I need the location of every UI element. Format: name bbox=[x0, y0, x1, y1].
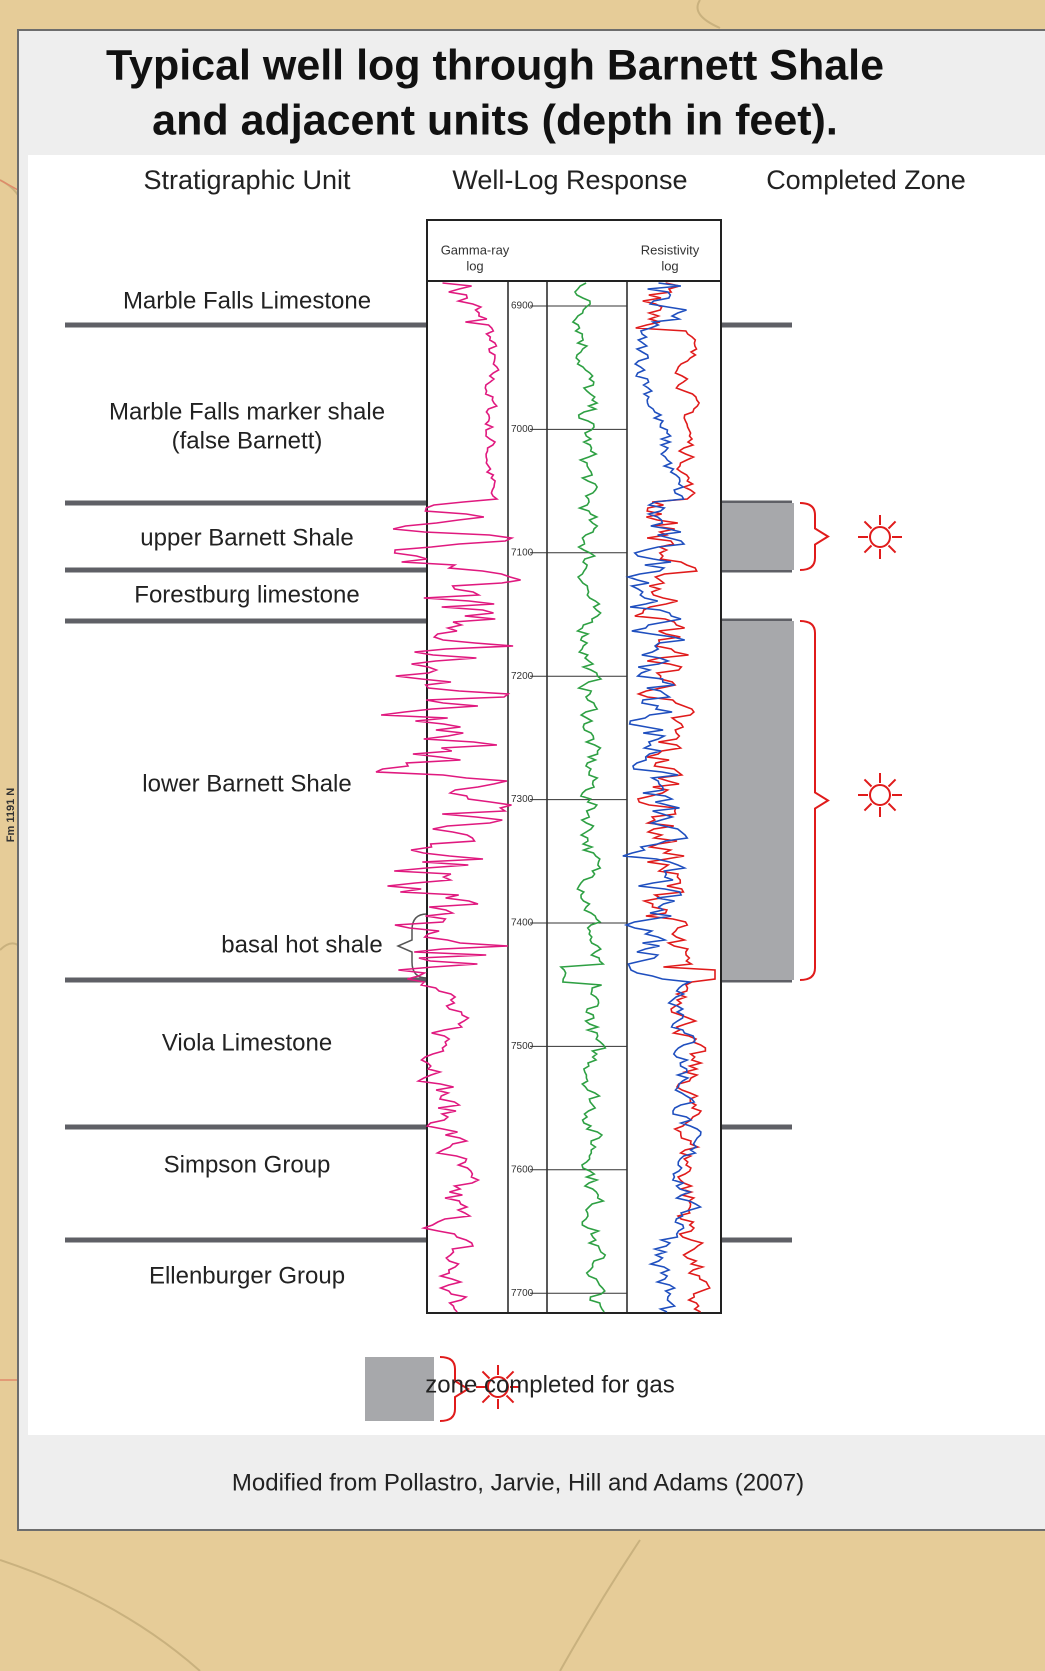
legend-swatch bbox=[365, 1357, 434, 1421]
unit-label: Ellenburger Group bbox=[149, 1262, 345, 1289]
completed-zone bbox=[722, 621, 794, 980]
basal-note: basal hot shale bbox=[221, 931, 382, 958]
unit-label: Simpson Group bbox=[164, 1151, 331, 1178]
gas-symbol bbox=[869, 784, 891, 806]
depth-label: 7100 bbox=[511, 547, 534, 558]
log-header: log bbox=[661, 258, 678, 273]
gas-symbol-ray bbox=[481, 1370, 491, 1380]
depth-label: 7700 bbox=[511, 1288, 534, 1299]
depth-label: 7200 bbox=[511, 671, 534, 682]
gas-symbol-ray bbox=[863, 778, 873, 788]
title: and adjacent units (depth in feet). bbox=[152, 96, 838, 144]
depth-label: 7400 bbox=[511, 918, 534, 929]
zone-bracket bbox=[799, 620, 830, 981]
gas-symbol-ray bbox=[863, 802, 873, 812]
depth-label: 6900 bbox=[511, 301, 534, 312]
sp-curve bbox=[559, 282, 607, 1313]
log-header: Gamma-ray bbox=[441, 242, 510, 257]
resistivity-deep-curve bbox=[634, 282, 716, 1313]
gas-symbol-ray bbox=[505, 1370, 515, 1380]
column-header: Well-Log Response bbox=[452, 165, 687, 195]
log-header: Resistivity bbox=[641, 242, 700, 257]
resistivity-shallow-curve bbox=[622, 282, 703, 1313]
gas-symbol-ray bbox=[887, 520, 897, 530]
depth-label: 7500 bbox=[511, 1041, 534, 1052]
column-header: Stratigraphic Unit bbox=[143, 165, 351, 195]
gas-symbol bbox=[487, 1376, 509, 1398]
gas-symbol-ray bbox=[887, 778, 897, 788]
depth-label: 7300 bbox=[511, 794, 534, 805]
column-header: Completed Zone bbox=[766, 165, 966, 195]
unit-label: Viola Limestone bbox=[162, 1029, 332, 1056]
gas-symbol bbox=[869, 526, 891, 548]
unit-label: Forestburg limestone bbox=[134, 581, 359, 608]
source-note: Modified from Pollastro, Jarvie, Hill an… bbox=[232, 1469, 804, 1496]
unit-label: Marble Falls Limestone bbox=[123, 287, 371, 314]
title: Typical well log through Barnett Shale bbox=[106, 41, 884, 89]
map-label: Fm 1191 N bbox=[5, 788, 17, 842]
unit-label: Marble Falls marker shale bbox=[109, 398, 385, 425]
gas-symbol-ray bbox=[887, 544, 897, 554]
unit-label: lower Barnett Shale bbox=[142, 770, 351, 797]
log-frame bbox=[426, 219, 722, 1314]
content: Typical well log through Barnett Shale an… bbox=[65, 41, 966, 1496]
log-header: log bbox=[466, 258, 483, 273]
gamma-ray-curve bbox=[375, 282, 521, 1313]
gas-symbol-ray bbox=[505, 1394, 515, 1404]
zone-bracket bbox=[439, 1356, 470, 1422]
zone-bracket bbox=[799, 502, 830, 571]
unit-label: (false Barnett) bbox=[172, 427, 323, 454]
legend-text: zone completed for gas bbox=[425, 1371, 674, 1398]
unit-label: upper Barnett Shale bbox=[140, 524, 353, 551]
depth-label: 7600 bbox=[511, 1164, 534, 1175]
depth-label: 7000 bbox=[511, 424, 534, 435]
gas-symbol-ray bbox=[863, 520, 873, 530]
figure-area bbox=[28, 155, 1045, 1435]
gas-symbol-ray bbox=[863, 544, 873, 554]
gas-symbol-ray bbox=[481, 1394, 491, 1404]
gas-symbol-ray bbox=[887, 802, 897, 812]
completed-zone bbox=[722, 503, 794, 570]
